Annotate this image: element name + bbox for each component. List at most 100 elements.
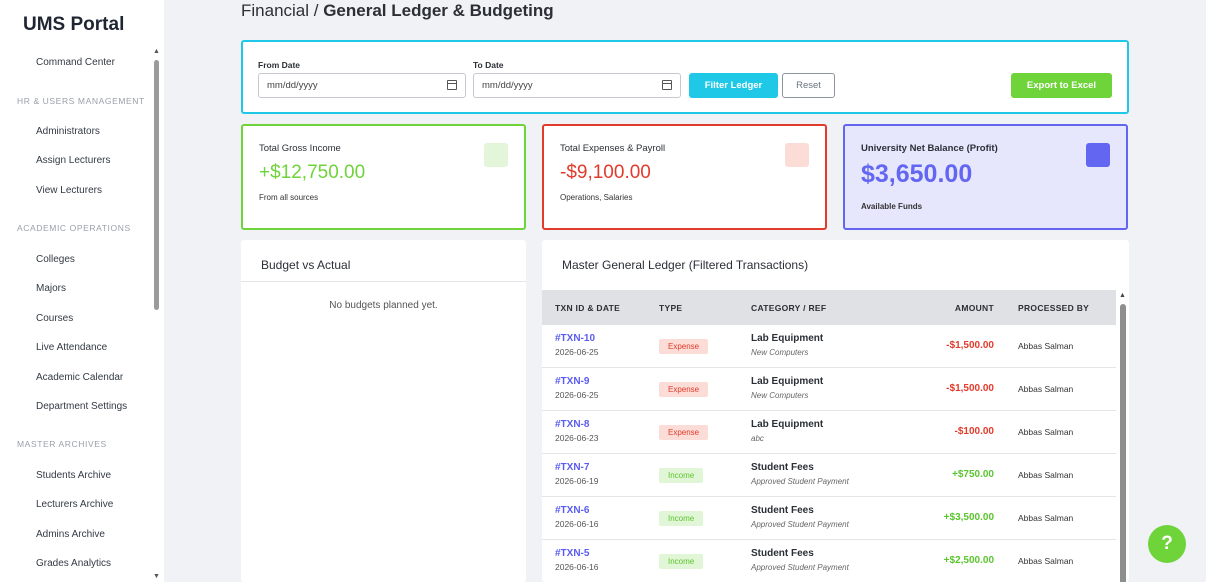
table-scrollbar-thumb[interactable]: [1120, 304, 1126, 582]
amount: -$100.00: [954, 426, 994, 437]
txn-id-link[interactable]: #TXN-9: [555, 376, 590, 387]
page-heading: General Ledger & Budgeting: [323, 1, 554, 20]
sidebar-item-live-attendance[interactable]: Live Attendance: [36, 342, 108, 353]
brand-logo-text: UMS Portal: [23, 14, 125, 35]
sidebar-scrollbar-thumb[interactable]: [154, 60, 159, 310]
expense-icon: [785, 143, 809, 167]
kpi-value: +$12,750.00: [259, 162, 366, 183]
sidebar-item-academic-calendar[interactable]: Academic Calendar: [36, 372, 124, 383]
type-badge: Expense: [659, 382, 709, 397]
help-button[interactable]: ?: [1148, 525, 1186, 563]
sidebar-section-academic: ACADEMIC OPERATIONS: [17, 223, 131, 233]
table-row: #TXN-7 2026-06-19 Income Student Fees Ap…: [542, 454, 1116, 497]
kpi-card-expenses: Total Expenses & Payroll -$9,100.00 Oper…: [542, 124, 827, 230]
income-icon: [484, 143, 508, 167]
category: Student Fees: [751, 548, 814, 559]
scroll-up-arrow-icon[interactable]: ▲: [1119, 292, 1126, 299]
processed-by: Abbas Salman: [1018, 556, 1074, 566]
column-header-txn: TXN ID & DATE: [555, 303, 621, 313]
category: Student Fees: [751, 505, 814, 516]
txn-id-link[interactable]: #TXN-6: [555, 505, 590, 516]
breadcrumb-parent[interactable]: Financial /: [241, 1, 324, 20]
calendar-icon[interactable]: [447, 80, 457, 90]
table-row: #TXN-10 2026-06-25 Expense Lab Equipment…: [542, 325, 1116, 368]
txn-date: 2026-06-25: [555, 347, 599, 357]
table-scrollbar[interactable]: ▲: [1117, 290, 1128, 582]
empty-state-text: No budgets planned yet.: [329, 300, 438, 311]
kpi-subtitle: Operations, Salaries: [560, 193, 633, 202]
type-badge: Income: [659, 468, 704, 483]
sidebar-item-majors[interactable]: Majors: [36, 283, 67, 294]
category: Lab Equipment: [751, 376, 824, 387]
filter-bar: From Date mm/dd/yyyy To Date mm/dd/yyyy …: [241, 40, 1129, 114]
general-ledger-panel: Master General Ledger (Filtered Transact…: [542, 240, 1129, 582]
sidebar-item-view-lecturers[interactable]: View Lecturers: [36, 185, 102, 196]
table-header: TXN ID & DATE TYPE CATEGORY / REF AMOUNT…: [542, 290, 1116, 325]
reference: New Computers: [751, 348, 809, 357]
txn-date: 2026-06-16: [555, 562, 599, 572]
kpi-title: University Net Balance (Profit): [861, 143, 998, 154]
filter-ledger-button[interactable]: Filter Ledger: [689, 73, 778, 98]
sidebar-item-assign-lecturers[interactable]: Assign Lecturers: [36, 155, 111, 166]
from-date-value: mm/dd/yyyy: [267, 80, 318, 91]
sidebar-item-administrators[interactable]: Administrators: [36, 126, 100, 137]
sidebar-item-admins-archive[interactable]: Admins Archive: [36, 529, 105, 540]
type-badge: Expense: [659, 339, 709, 354]
scroll-up-arrow-icon[interactable]: ▲: [153, 48, 160, 55]
table-row: #TXN-9 2026-06-25 Expense Lab Equipment …: [542, 368, 1116, 411]
txn-id-link[interactable]: #TXN-7: [555, 462, 590, 473]
amount: +$3,500.00: [943, 512, 994, 523]
table-row: #TXN-6 2026-06-16 Income Student Fees Ap…: [542, 497, 1116, 540]
sidebar-scrollbar[interactable]: ▲ ▼: [152, 46, 161, 582]
sidebar-item-students-archive[interactable]: Students Archive: [36, 470, 112, 481]
reference: New Computers: [751, 391, 809, 400]
table-row: #TXN-5 2026-06-16 Income Student Fees Ap…: [542, 540, 1116, 582]
category: Lab Equipment: [751, 419, 824, 430]
from-date-input[interactable]: mm/dd/yyyy: [258, 73, 466, 98]
column-header-processed-by: PROCESSED BY: [1018, 303, 1090, 313]
amount: -$1,500.00: [946, 383, 994, 394]
processed-by: Abbas Salman: [1018, 384, 1074, 394]
sidebar-item-colleges[interactable]: Colleges: [36, 254, 75, 265]
sidebar-item-courses[interactable]: Courses: [36, 313, 74, 324]
kpi-title: Total Expenses & Payroll: [560, 143, 666, 154]
page-title: Financial / General Ledger & Budgeting: [241, 1, 554, 21]
amount: +$750.00: [952, 469, 994, 480]
panel-title: Master General Ledger (Filtered Transact…: [562, 258, 809, 272]
amount: +$2,500.00: [943, 555, 994, 566]
sidebar-item-department-settings[interactable]: Department Settings: [36, 401, 128, 412]
export-to-excel-button[interactable]: Export to Excel: [1011, 73, 1112, 98]
sidebar: UMS Portal Command Center HR & USERS MAN…: [0, 0, 164, 582]
processed-by: Abbas Salman: [1018, 470, 1074, 480]
txn-date: 2026-06-25: [555, 390, 599, 400]
column-header-category: CATEGORY / REF: [751, 303, 827, 313]
reference: Approved Student Payment: [751, 477, 849, 486]
amount: -$1,500.00: [946, 340, 994, 351]
txn-id-link[interactable]: #TXN-5: [555, 548, 590, 559]
panel-title: Budget vs Actual: [261, 258, 351, 272]
txn-date: 2026-06-19: [555, 476, 599, 486]
budget-vs-actual-panel: Budget vs Actual No budgets planned yet.: [241, 240, 526, 582]
kpi-subtitle: From all sources: [259, 193, 319, 202]
processed-by: Abbas Salman: [1018, 341, 1074, 351]
table-row: #TXN-8 2026-06-23 Expense Lab Equipment …: [542, 411, 1116, 454]
txn-date: 2026-06-16: [555, 519, 599, 529]
sidebar-item-lecturers-archive[interactable]: Lecturers Archive: [36, 499, 114, 510]
txn-id-link[interactable]: #TXN-10: [555, 333, 596, 344]
scroll-down-arrow-icon[interactable]: ▼: [153, 573, 160, 580]
calendar-icon[interactable]: [662, 80, 672, 90]
reset-button[interactable]: Reset: [782, 73, 835, 98]
txn-id-link[interactable]: #TXN-8: [555, 419, 590, 430]
reference: Approved Student Payment: [751, 520, 849, 529]
kpi-value: $3,650.00: [861, 160, 973, 188]
type-badge: Expense: [659, 425, 709, 440]
sidebar-section-hr: HR & USERS MANAGEMENT: [17, 96, 145, 106]
divider: [241, 281, 526, 282]
from-date-label: From Date: [258, 60, 301, 70]
kpi-subtitle: Available Funds: [861, 202, 923, 211]
column-header-amount: AMOUNT: [954, 303, 994, 313]
sidebar-item-grades-analytics[interactable]: Grades Analytics: [36, 558, 112, 569]
to-date-input[interactable]: mm/dd/yyyy: [473, 73, 681, 98]
to-date-label: To Date: [473, 60, 504, 70]
sidebar-item-command-center[interactable]: Command Center: [36, 57, 115, 68]
